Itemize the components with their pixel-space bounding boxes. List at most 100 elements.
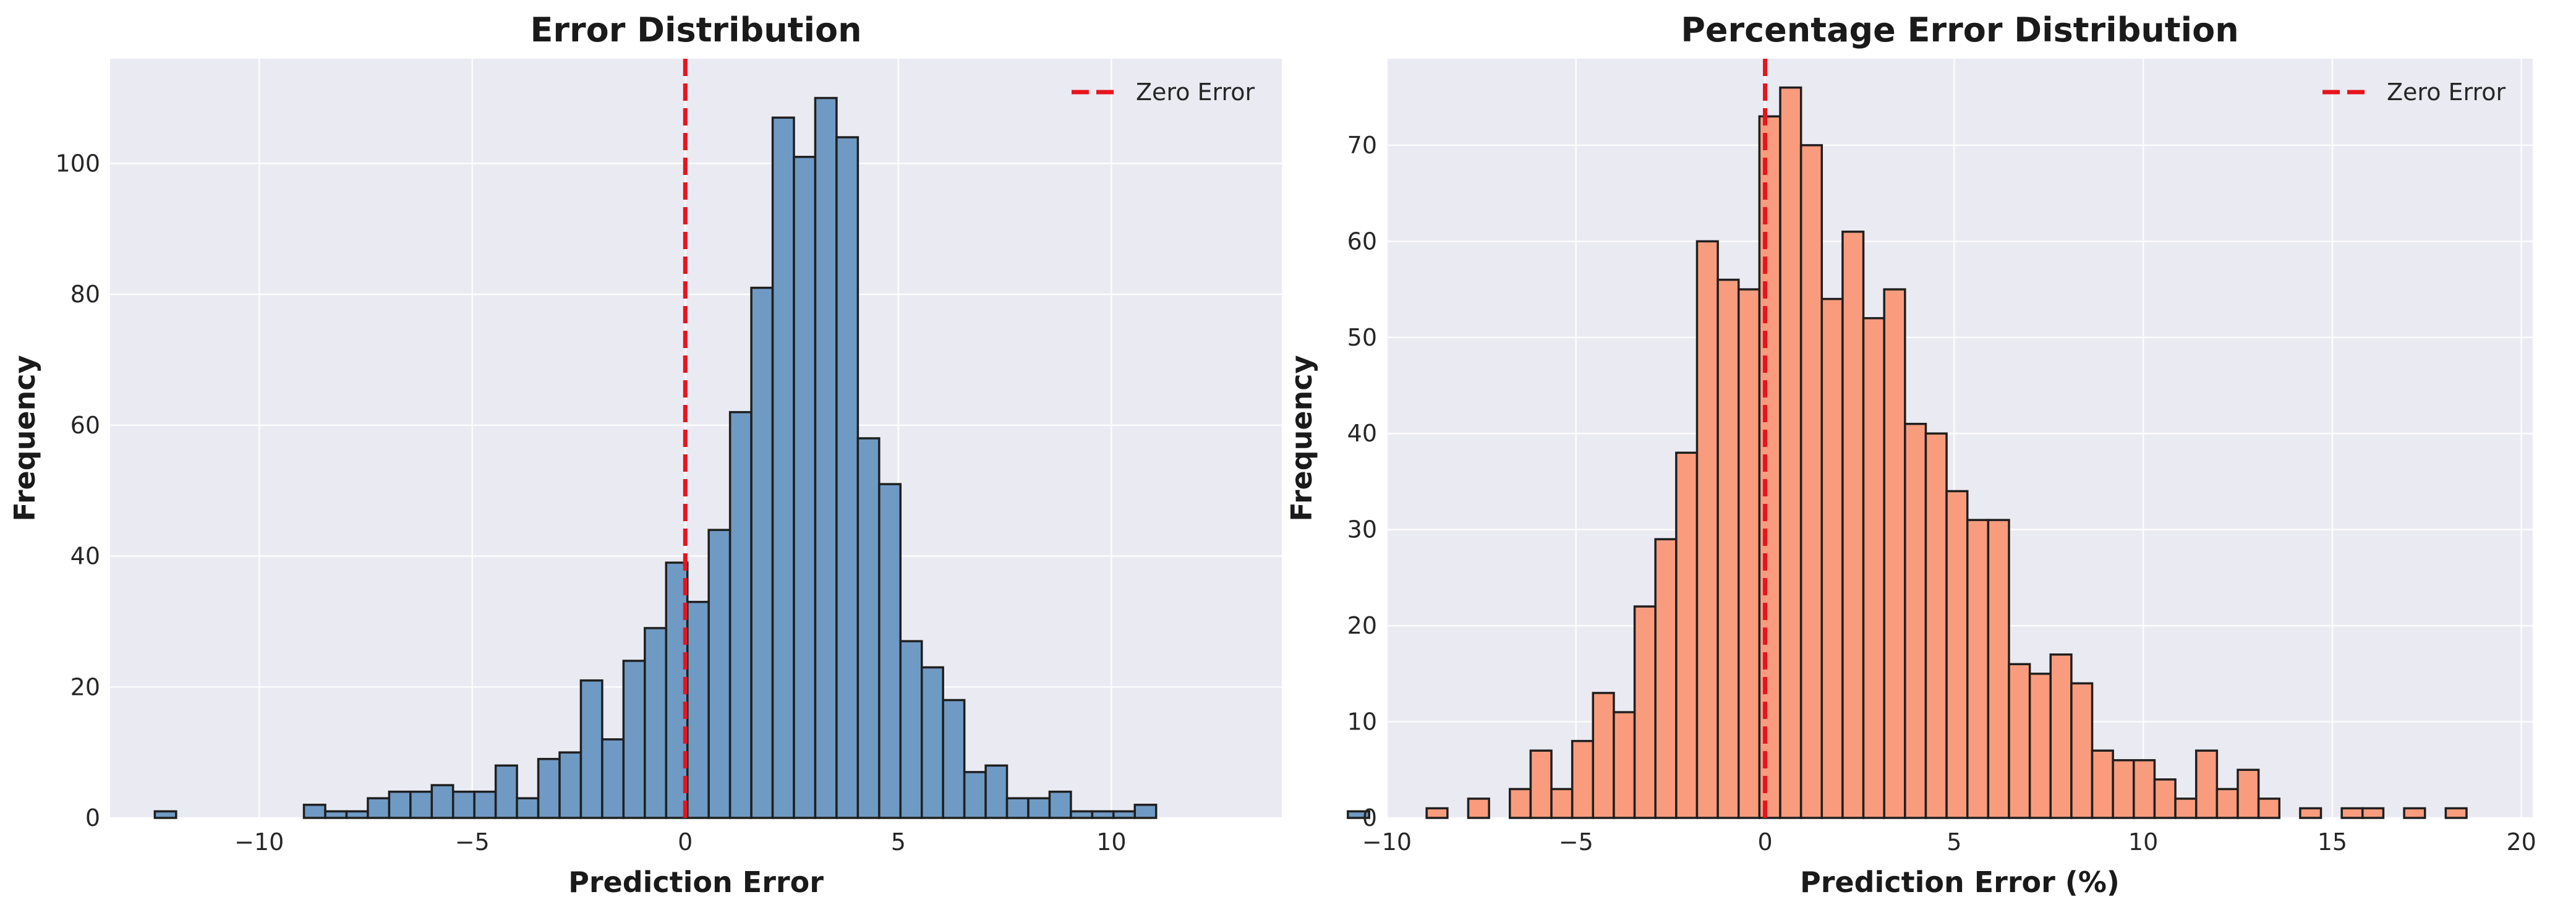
y-tick-label: 60 <box>1347 228 1377 255</box>
histogram-bar <box>2194 749 2219 819</box>
histogram-bar <box>2361 807 2385 819</box>
histogram-bar <box>920 666 944 819</box>
histogram-bar <box>1779 86 1802 819</box>
histogram-bar <box>1048 790 1072 819</box>
histogram-bar <box>473 790 497 819</box>
histogram-bar <box>622 660 646 819</box>
histogram-bar <box>878 483 902 819</box>
histogram-bar <box>2257 797 2281 819</box>
histogram-bar <box>1425 807 1449 819</box>
histogram-bar <box>2174 797 2198 819</box>
histogram-bar <box>2299 807 2322 819</box>
histogram-bar <box>1841 231 1865 819</box>
chart-panel-2: −10 −5 0 5 10 15 20 0 10 20 30 40 50 60 70 Percentage E… <box>1285 11 2536 899</box>
histogram-bar <box>2153 778 2177 819</box>
histogram-bar <box>1966 519 1990 819</box>
legend-label: Zero Error <box>1136 79 1255 106</box>
histogram-bar <box>1717 278 1740 819</box>
histogram-bar <box>1654 538 1678 819</box>
histogram-bar <box>899 640 923 819</box>
histogram-bar <box>2008 663 2031 819</box>
x-tick-label: 20 <box>2506 828 2536 856</box>
histogram-bars <box>153 96 1371 819</box>
chart-title: Error Distribution <box>530 11 861 49</box>
histogram-bar <box>324 810 348 819</box>
histogram-bar <box>2091 749 2114 819</box>
histogram-bar <box>793 156 817 819</box>
x-tick-label: −5 <box>1559 828 1593 856</box>
histogram-bar <box>1883 288 1906 819</box>
histogram-bar <box>942 699 966 819</box>
histogram-bars <box>1425 86 2468 819</box>
legend-label: Zero Error <box>2387 79 2506 106</box>
y-tick-label: 10 <box>1347 708 1377 736</box>
y-tick-label: 50 <box>1347 324 1377 351</box>
histogram-bar <box>579 679 603 819</box>
y-tick-label: 60 <box>70 412 100 439</box>
histogram-bar <box>1675 451 1699 819</box>
histogram-bar <box>1924 432 1948 819</box>
histogram-bar <box>2216 788 2239 819</box>
x-tick-label: 10 <box>1096 828 1126 856</box>
histogram-bar <box>1862 317 1885 819</box>
histogram-bar <box>601 738 625 819</box>
histogram-bar <box>2237 768 2260 819</box>
histogram-bar <box>1070 810 1094 819</box>
legend: Zero Error <box>1072 79 1255 106</box>
histogram-bar <box>1987 519 2010 819</box>
y-axis-label: Frequency <box>1285 355 1318 521</box>
histogram-bar <box>728 410 753 819</box>
x-tick-label: 10 <box>2128 828 2158 856</box>
histogram-bar <box>1695 240 1719 819</box>
x-tick-label: 5 <box>1947 828 1961 856</box>
histogram-bar <box>494 764 518 819</box>
y-tick-label: 0 <box>1362 804 1377 831</box>
histogram-bar <box>963 771 987 819</box>
histogram-bar <box>1737 288 1761 819</box>
x-axis-label: Prediction Error <box>568 865 824 899</box>
histogram-bar <box>835 136 859 819</box>
y-tick-label: 70 <box>1347 132 1377 159</box>
histogram-bar <box>2112 759 2135 819</box>
x-tick-label: −5 <box>455 828 490 856</box>
x-axis-label: Prediction Error (%) <box>1800 865 2120 899</box>
chart-title: Percentage Error Distribution <box>1681 11 2238 49</box>
y-tick-label: 30 <box>1347 516 1377 543</box>
histogram-bar <box>2049 653 2073 819</box>
histogram-bar <box>1091 810 1115 819</box>
histogram-bar <box>388 790 412 819</box>
histogram-bar <box>2070 682 2094 819</box>
histogram-bar <box>430 784 454 819</box>
histogram-bar <box>1613 711 1636 819</box>
histogram-bar <box>537 757 561 819</box>
histogram-bar <box>1529 749 1553 819</box>
histogram-bar <box>1758 115 1781 819</box>
histogram-bar <box>1550 788 1574 819</box>
histogram-bar <box>1571 739 1595 819</box>
histogram-bar <box>516 797 540 819</box>
x-tick-label: 5 <box>891 828 906 856</box>
histogram-bar <box>1133 804 1158 819</box>
y-tick-label: 20 <box>70 673 100 700</box>
y-axis-label: Frequency <box>8 355 41 521</box>
histogram-bar <box>686 600 710 819</box>
histogram-bar <box>451 790 476 819</box>
histogram-bar <box>750 286 774 819</box>
histogram-bar <box>984 764 1009 819</box>
x-tick-label: 0 <box>1757 828 1772 856</box>
histogram-bar <box>1820 297 1844 819</box>
histogram-bar <box>345 810 369 819</box>
histogram-bar <box>1633 605 1657 819</box>
histogram-bar <box>2133 759 2156 819</box>
histogram-bar <box>771 116 795 819</box>
histogram-bar <box>856 437 881 819</box>
histogram-bar <box>2444 807 2468 819</box>
histogram-bar <box>1347 810 1371 819</box>
histogram-bar <box>2340 807 2364 819</box>
histogram-bar <box>1112 810 1137 819</box>
histogram-bar <box>1509 788 1532 819</box>
histogram-bar <box>814 96 838 819</box>
